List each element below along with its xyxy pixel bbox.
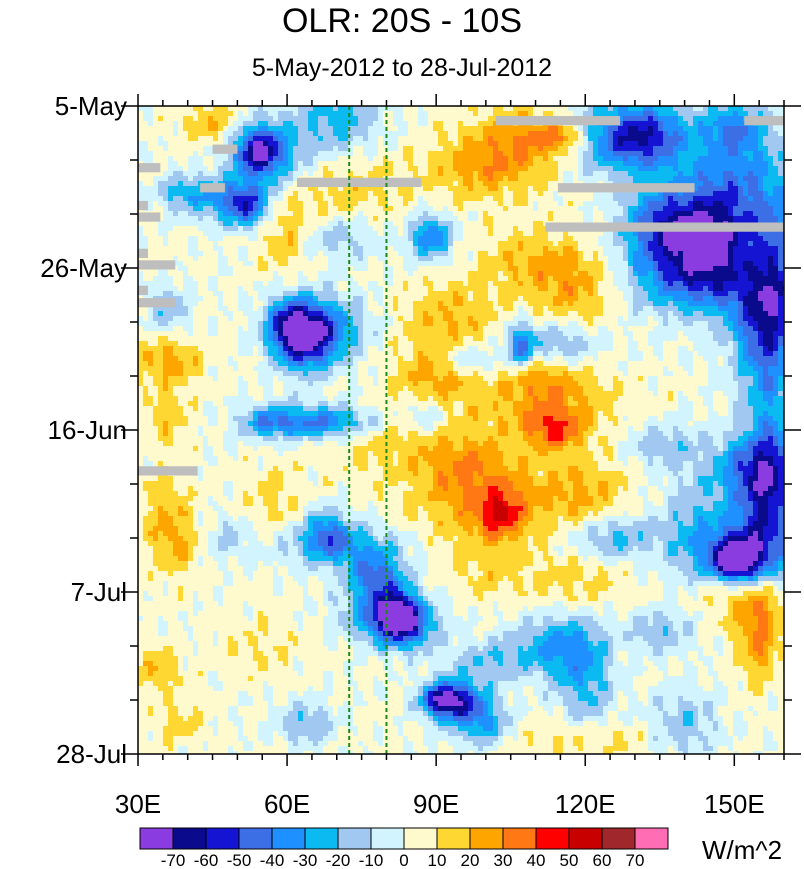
colorbar-label: 70 — [626, 851, 645, 869]
colorbar-label: -10 — [359, 851, 384, 869]
colorbar-label: 50 — [560, 851, 579, 869]
x-tick-label: 90E — [413, 789, 459, 819]
y-tick-label: 7-Jul — [71, 577, 127, 607]
colorbar-label: 60 — [593, 851, 612, 869]
colorbar-swatch — [436, 827, 471, 850]
colorbar-label: 30 — [494, 851, 513, 869]
y-tick-label: 28-Jul — [56, 739, 127, 769]
chart-subtitle: 5-May-2012 to 28-Jul-2012 — [251, 54, 553, 82]
colorbar-label: -50 — [227, 851, 252, 869]
colorbar-label: -20 — [326, 851, 351, 869]
colorbar-swatch — [601, 827, 636, 850]
colorbar-swatch — [337, 827, 372, 850]
colorbar-unit-label: W/m^2 — [702, 835, 782, 865]
chart-title: OLR: 20S - 10S — [281, 2, 522, 40]
colorbar-swatch — [568, 827, 603, 850]
colorbar-swatch — [238, 827, 273, 850]
colorbar-swatch — [469, 827, 504, 850]
axis-ticks — [121, 94, 801, 766]
colorbar-label: -40 — [260, 851, 285, 869]
colorbar-label: -30 — [293, 851, 318, 869]
colorbar-swatch — [205, 827, 240, 850]
colorbar-swatch — [403, 827, 438, 850]
colorbar-swatch — [271, 827, 306, 850]
colorbar-label: 10 — [428, 851, 447, 869]
colorbar: -70 -60 -50 -40 -30 -20 -10 0 10 20 30 40 50 60 70 — [139, 827, 669, 869]
x-tick-label: 30E — [115, 789, 161, 819]
colorbar-label: -60 — [194, 851, 219, 869]
reference-lines — [348, 106, 388, 754]
missing-data-regions — [138, 116, 784, 476]
y-tick-label: 5-May — [55, 91, 127, 121]
colorbar-label: 40 — [527, 851, 546, 869]
olr-field — [138, 106, 784, 754]
x-tick-label: 150E — [704, 789, 765, 819]
x-tick-label: 60E — [264, 789, 310, 819]
x-tick-label: 120E — [555, 789, 616, 819]
y-tick-label: 16-Jun — [48, 415, 128, 445]
colorbar-swatch — [634, 827, 669, 850]
y-axis-labels: 5-May 26-May 16-Jun 7-Jul 28-Jul — [40, 91, 127, 769]
colorbar-swatch — [139, 827, 174, 850]
colorbar-swatch — [304, 827, 339, 850]
colorbar-label: 0 — [399, 851, 408, 869]
colorbar-label: 20 — [461, 851, 480, 869]
colorbar-swatch — [370, 827, 405, 850]
colorbar-swatch — [502, 827, 537, 850]
colorbar-swatch — [535, 827, 570, 850]
y-tick-label: 26-May — [40, 253, 127, 283]
colorbar-swatch — [172, 827, 207, 850]
x-axis-labels: 30E 60E 90E 120E 150E — [115, 789, 765, 819]
colorbar-label: -70 — [161, 851, 186, 869]
